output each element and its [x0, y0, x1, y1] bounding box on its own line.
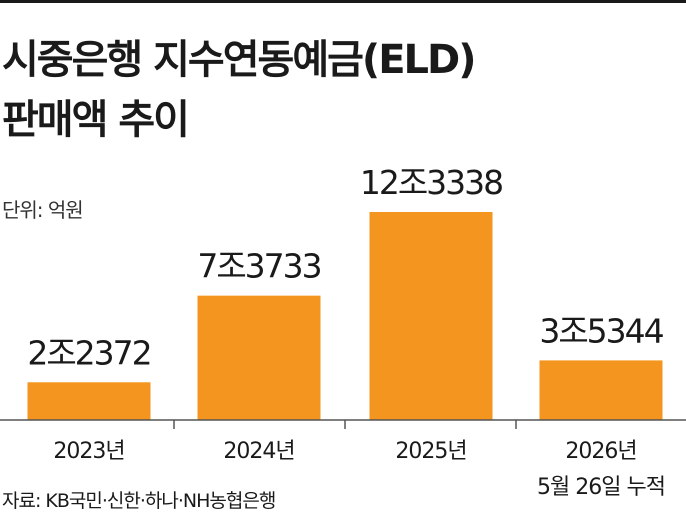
chart-title: 시중은행 지수연동예금(ELD) 판매액 추이 [2, 30, 477, 150]
tick-label-2: 2025년 [395, 439, 466, 464]
tick-label-1: 2024년 [223, 439, 294, 464]
source-note: 자료: KB국민·신한·하나·NH농협은행 [2, 490, 276, 512]
value-label-0: 2조2372 [27, 333, 150, 372]
bar-1 [197, 295, 321, 420]
value-label-3: 3조5344 [539, 311, 663, 350]
tick-label-0: 2023년 [53, 439, 124, 464]
tick-sublabel-3: 5월 26일 누적 [537, 475, 665, 500]
top-rule [0, 0, 686, 3]
bar-3 [539, 360, 663, 420]
bar-2 [369, 212, 493, 420]
title-line-2: 판매액 추이 [2, 97, 190, 143]
unit-note: 단위: 억원 [2, 198, 84, 222]
title-line-1: 시중은행 지수연동예금(ELD) [2, 37, 477, 83]
value-label-1: 7조3733 [197, 247, 320, 286]
tick-label-3: 2026년 [565, 439, 636, 464]
bar-0 [27, 382, 151, 420]
value-label-2: 12조3338 [360, 163, 502, 202]
